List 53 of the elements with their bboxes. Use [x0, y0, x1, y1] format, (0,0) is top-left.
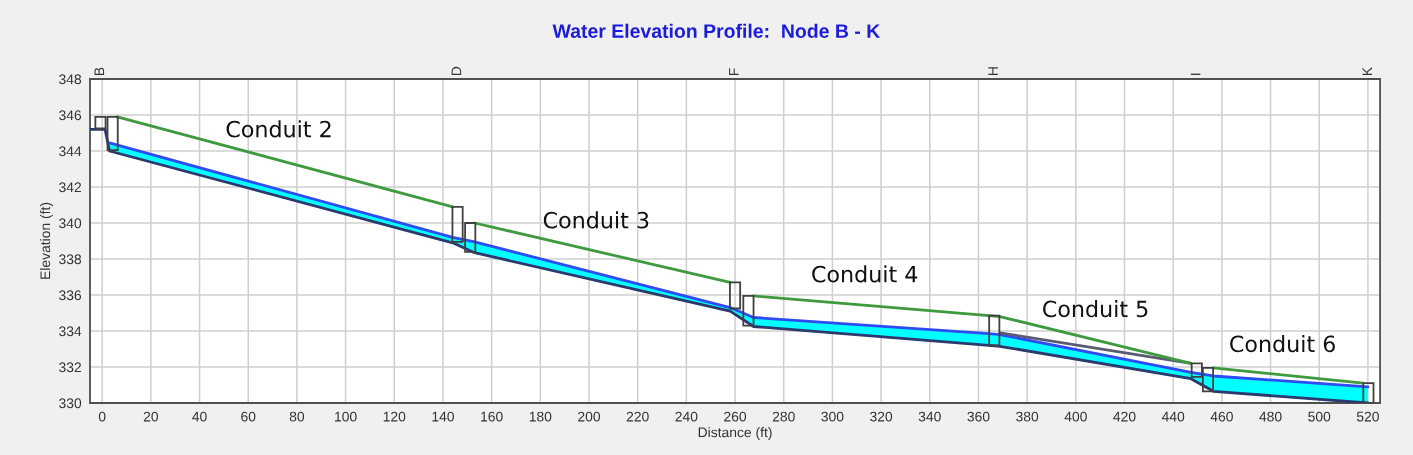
- y-tick-label: 338: [59, 254, 82, 265]
- x-tick-label: 360: [967, 411, 990, 422]
- y-tick-label: 348: [59, 74, 82, 85]
- bar: [988, 314, 1001, 347]
- x-tick-label: 260: [724, 411, 747, 422]
- x-axis-title: Distance (ft): [698, 427, 772, 440]
- x-tick-label: 220: [626, 411, 649, 422]
- annotation: Conduit 3: [543, 211, 649, 229]
- x-tick-label: 60: [241, 411, 256, 422]
- y-tick-label: 346: [59, 110, 82, 121]
- x-tick-label: 320: [870, 411, 893, 422]
- y-tick-label: 330: [59, 398, 82, 409]
- x-tick-label: 180: [529, 411, 552, 422]
- x-tick-label: 160: [481, 411, 503, 422]
- text: F: [729, 68, 739, 76]
- x-tick-label: 340: [918, 411, 941, 422]
- x-tick-label: 40: [192, 411, 207, 422]
- x-tick-label: 420: [1113, 411, 1136, 422]
- text: H: [988, 67, 998, 76]
- x-tick-label: 440: [1161, 411, 1185, 422]
- x-tick-label: 520: [1356, 411, 1379, 422]
- annotation: Conduit 2: [226, 120, 331, 138]
- x-tick-label: 480: [1259, 411, 1282, 422]
- text: K: [1362, 67, 1372, 76]
- x-tick-label: 200: [578, 411, 601, 422]
- x-tick-label: 20: [143, 411, 159, 422]
- x-tick-label: 240: [675, 411, 698, 422]
- annotation: Conduit 5: [1043, 300, 1148, 318]
- x-tick-label: 380: [1016, 411, 1039, 422]
- x-tick-label: 80: [289, 411, 305, 422]
- y-tick-label: 340: [59, 218, 82, 229]
- x-tick-label: 140: [432, 411, 454, 422]
- y-tick-label: 344: [59, 146, 82, 157]
- annotation: Conduit 6: [1230, 335, 1335, 353]
- text: B: [94, 67, 105, 76]
- y-tick-label: 336: [59, 290, 82, 301]
- x-tick-label: 400: [1064, 411, 1087, 422]
- text: D: [451, 66, 462, 76]
- text: I: [1190, 73, 1201, 75]
- chart-title: Water Elevation Profile: Node B - K: [552, 23, 881, 38]
- annotation: Conduit 4: [812, 265, 918, 283]
- y-tick-label: 332: [59, 362, 81, 373]
- x-tick-label: 0: [98, 411, 106, 422]
- x-tick-label: 500: [1308, 411, 1331, 422]
- x-tick-label: 280: [772, 411, 795, 422]
- y-tick-label: 342: [59, 182, 81, 193]
- bar: [1362, 382, 1375, 403]
- y-axis-title: Elevation (ft): [40, 202, 53, 279]
- x-tick-label: 300: [821, 411, 844, 422]
- y-tick-label: 334: [59, 326, 82, 337]
- x-tick-label: 460: [1210, 411, 1233, 422]
- x-tick-label: 100: [335, 411, 357, 422]
- x-tick-label: 120: [383, 411, 406, 422]
